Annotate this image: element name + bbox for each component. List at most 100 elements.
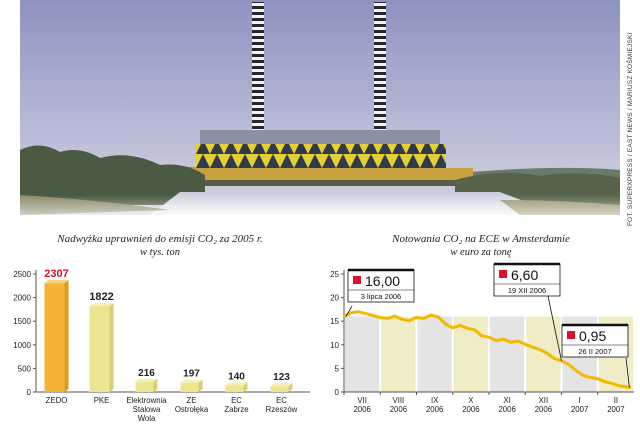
month-band (526, 316, 561, 392)
data-point (517, 340, 519, 342)
bar-top (180, 379, 203, 383)
y-tick-label: 1000 (13, 341, 31, 350)
data-point (357, 310, 360, 313)
data-point (379, 316, 382, 319)
month-band (417, 316, 452, 392)
data-point (415, 316, 418, 319)
bar-side (64, 280, 69, 392)
annotation-box (493, 263, 561, 297)
data-point (553, 357, 556, 360)
price-line (343, 310, 631, 389)
data-point (589, 376, 592, 379)
annotation-date: 3 lipca 2006 (361, 292, 401, 301)
chart1-subtitle: w tys. ton (140, 247, 180, 258)
bar-top (44, 280, 69, 284)
bar-top (270, 383, 293, 387)
data-label: 2307 (44, 268, 68, 280)
y-tick-label: 10 (330, 341, 339, 350)
category-label: EC (276, 396, 287, 405)
month-label: I (579, 396, 581, 405)
category-label: Stalowa (133, 405, 161, 414)
bar-side (153, 378, 158, 392)
data-point (386, 317, 389, 320)
data-point (408, 319, 411, 322)
y-tick-label: 2500 (13, 270, 31, 279)
bar-side (288, 383, 293, 392)
month-label: XI (503, 396, 510, 405)
data-point (451, 327, 454, 329)
data-label: 216 (138, 368, 155, 379)
y-tick-label: 2000 (13, 294, 31, 303)
emission-surplus-bar-chart: 0 500 1000 1500 2000 2500 2307 ZEDO 1822 PKE 216 El… (13, 268, 310, 423)
annotation-value: 16,00 (365, 273, 400, 289)
data-point (473, 328, 476, 331)
bar (225, 385, 244, 392)
data-label: 123 (273, 372, 290, 383)
y-tick-label: 0 (27, 388, 32, 397)
data-point (372, 314, 374, 317)
month-label: IX (431, 396, 439, 405)
bar (44, 283, 65, 392)
month-label: 2007 (607, 405, 624, 414)
category-label: Rzeszów (266, 405, 298, 414)
co2-price-line-chart: VII2006VIII2006IX2006X2006XI2006XII2006I… (330, 262, 634, 414)
data-point (604, 380, 606, 383)
category-label: PKE (94, 396, 110, 405)
category-label: EC (231, 396, 242, 405)
data-label: 140 (228, 371, 245, 382)
month-label: 2006 (426, 405, 443, 414)
y-tick-label: 15 (330, 317, 339, 326)
bar (89, 306, 110, 392)
data-point (480, 335, 483, 337)
bar (270, 386, 289, 392)
month-label: 2006 (462, 405, 479, 414)
data-point (422, 317, 425, 320)
month-label: 2006 (498, 405, 515, 414)
month-band (381, 316, 416, 392)
data-label: 1822 (89, 291, 113, 303)
month-label: 2006 (353, 405, 370, 414)
month-label: X (468, 396, 474, 405)
month-label: XII (539, 396, 549, 405)
data-point (575, 369, 577, 372)
category-label: Wola (138, 414, 156, 423)
data-point (611, 382, 614, 385)
category-label: Zabrze (224, 405, 248, 414)
chart2-title: Notowania CO₂ na ECE w Amsterdamie (392, 233, 570, 245)
month-label: 2006 (535, 405, 552, 414)
annotation-leader (547, 295, 562, 361)
month-label: 2006 (390, 405, 407, 414)
annotation-marker (353, 276, 361, 284)
annotation-value: 0,95 (579, 328, 606, 344)
data-point (596, 377, 599, 380)
annotation-box (561, 324, 629, 358)
month-band (345, 316, 380, 392)
month-label: II (614, 396, 618, 405)
data-point (495, 339, 498, 342)
data-label: 197 (183, 369, 200, 380)
data-point (459, 324, 461, 327)
data-point (531, 346, 534, 348)
annotation-marker (567, 331, 575, 339)
y-tick-label: 500 (18, 364, 32, 373)
data-point (509, 341, 512, 344)
y-tick-label: 0 (335, 388, 340, 397)
data-point (343, 315, 345, 318)
y-tick-label: 5 (335, 364, 340, 373)
data-point (618, 385, 621, 387)
annotation-value: 6,60 (511, 267, 538, 283)
bar-top (135, 378, 158, 382)
data-point (437, 316, 440, 318)
data-point (430, 314, 432, 316)
data-point (629, 386, 632, 389)
data-point (502, 338, 505, 340)
chart1-title: Nadwyżka uprawnień do emisji CO₂ za 2005… (57, 233, 263, 245)
bar-side (109, 303, 114, 392)
bar-top (225, 382, 248, 386)
annotation-leader (625, 357, 630, 388)
chart2-subtitle: w euro za tonę (450, 247, 512, 258)
month-label: VIII (393, 396, 405, 405)
annotation-leader (345, 305, 353, 317)
photo-credit: FOT. SUPERXPRESS / EAST NEWS / MARIUSZ K… (627, 32, 634, 226)
bar-side (198, 379, 203, 392)
